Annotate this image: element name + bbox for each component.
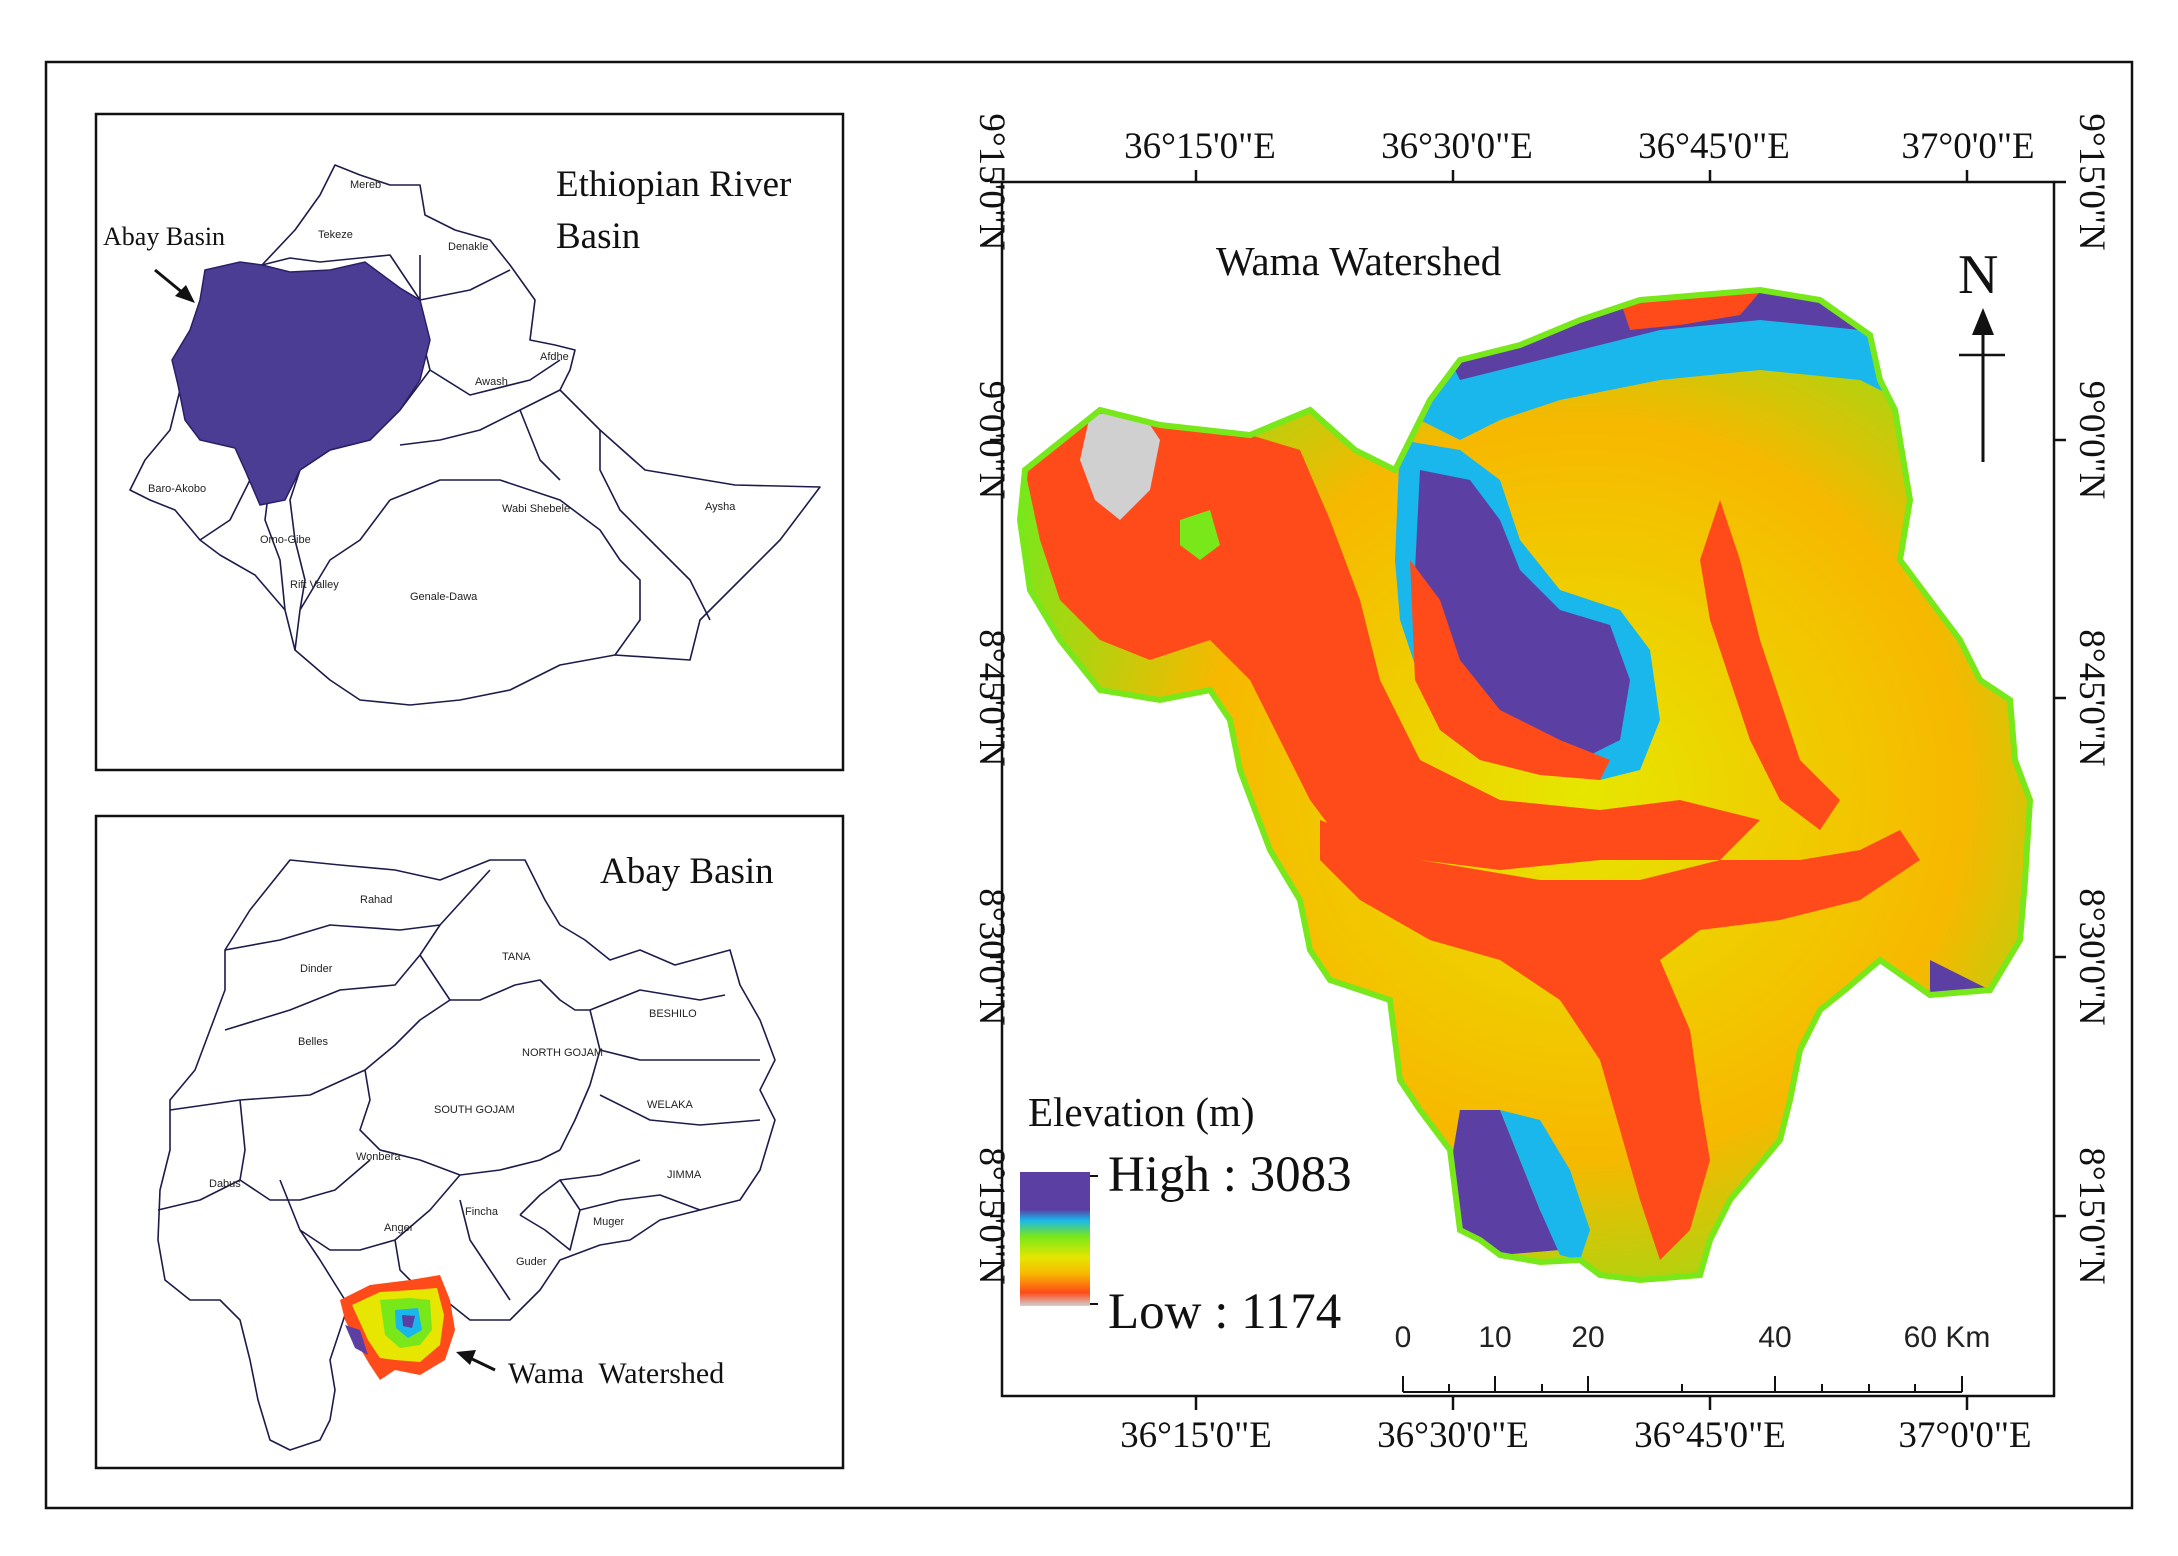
subbasin-label-north-gojam: NORTH GOJAM (522, 1047, 603, 1059)
ethiopia-basin-labels: Mereb Tekeze Denakle Afdhe Awash Baro-Ak… (148, 179, 736, 603)
scale-label-10: 10 (1478, 1321, 1511, 1354)
subbasin-label-rahad: Rahad (360, 894, 392, 906)
abay-subbasin-labels: Rahad Dinder TANA BESHILO NORTH GOJAM Be… (209, 894, 702, 1268)
subbasin-label-muger: Muger (593, 1216, 625, 1228)
lat-label-right-2: 9°0'0"N (2071, 381, 2112, 500)
lat-label-left-1: 9°15'0"N (971, 113, 1012, 250)
abay-map-title: Abay Basin (600, 851, 774, 892)
ethiopia-outline (129, 164, 821, 706)
basin-label-rift-valley: Rift Valley (290, 579, 339, 591)
abay-pointer-arrow (154, 268, 195, 303)
basin-label-awash: Awash (475, 376, 508, 388)
subbasin-label-guder: Guder (516, 1256, 547, 1268)
abay-wama-mini (340, 1275, 455, 1380)
lat-label-left-3: 8°45'0"N (971, 629, 1012, 766)
subbasin-label-welaka: WELAKA (647, 1099, 694, 1111)
legend-title: Elevation (m) (1028, 1089, 1255, 1135)
scale-label-20: 20 (1571, 1321, 1604, 1354)
lat-labels-left: 9°15'0"N 9°0'0"N 8°45'0"N 8°30'0"N 8°15'… (971, 113, 1012, 1284)
scale-label-40: 40 (1758, 1321, 1791, 1354)
basin-label-denakle: Denakle (448, 241, 488, 253)
subbasin-label-tana: TANA (502, 951, 531, 963)
subbasin-label-anger: Anger (384, 1222, 414, 1234)
lon-label-bottom-1: 36°15'0"E (1120, 1415, 1272, 1456)
subbasin-label-jimma: JIMMA (667, 1169, 702, 1181)
subbasin-label-dinder: Dinder (300, 963, 333, 975)
scale-label-0: 0 (1395, 1321, 1412, 1354)
lon-labels-bottom: 36°15'0"E 36°30'0"E 36°45'0"E 37°0'0"E (1120, 1415, 2031, 1456)
basin-label-baro-akobo: Baro-Akobo (148, 483, 206, 495)
lat-label-right-1: 9°15'0"N (2071, 113, 2112, 250)
lat-label-left-2: 9°0'0"N (971, 381, 1012, 500)
north-arrow: N (1958, 244, 2005, 462)
ethiopia-map-title-line1: Ethiopian River (556, 164, 791, 205)
abay-pointer-label: Abay Basin (103, 222, 225, 251)
lon-label-bottom-4: 37°0'0"E (1898, 1415, 2031, 1456)
wama-pointer-label: Wama Watershed (508, 1357, 724, 1390)
lon-label-top-3: 36°45'0"E (1638, 126, 1790, 167)
basin-label-tekeze: Tekeze (318, 229, 353, 241)
legend-color-ramp (1020, 1172, 1090, 1306)
lon-ticks-top (1194, 170, 1969, 182)
scale-label-60-km: 60 Km (1904, 1321, 1991, 1354)
abay-inset-frame (94, 814, 845, 1470)
abay-inset: Abay Basin Wama Watershed Rahad Dinder T… (94, 814, 845, 1470)
subbasin-label-wonbera: Wonbera (356, 1151, 401, 1163)
basin-label-mereb: Mereb (350, 179, 381, 191)
abay-basin-fill (171, 261, 431, 506)
basin-label-aysha: Aysha (705, 501, 736, 513)
lon-label-bottom-2: 36°30'0"E (1377, 1415, 1529, 1456)
subbasin-label-fincha: Fincha (465, 1206, 499, 1218)
basin-label-afdhe: Afdhe (540, 351, 569, 363)
watershed-outline (1016, 286, 2034, 1284)
basin-label-omo-gibe: Omo-Gibe (260, 534, 311, 546)
lon-label-top-2: 36°30'0"E (1381, 126, 1533, 167)
lat-label-right-3: 8°45'0"N (2071, 629, 2112, 766)
scale-bar: 0 10 20 40 60 Km (1395, 1321, 1991, 1393)
lat-label-right-5: 8°15'0"N (2071, 1147, 2112, 1284)
ethiopia-inset: Ethiopian River Basin Abay Basin Mereb T… (94, 112, 845, 772)
elevation-legend: Elevation (m) High : 3083 Low : 1174 (1020, 1089, 1352, 1340)
basin-label-wabi-shebele: Wabi Shebele (502, 503, 570, 515)
lon-label-top-1: 36°15'0"E (1124, 126, 1276, 167)
abay-subbasin-boundaries (157, 869, 761, 1301)
wama-pointer-arrow (456, 1350, 496, 1372)
subbasin-label-beshilo: BESHILO (649, 1008, 697, 1020)
lon-labels-top: 36°15'0"E 36°30'0"E 36°45'0"E 37°0'0"E (1124, 126, 2034, 167)
basin-label-genale-dawa: Genale-Dawa (410, 591, 478, 603)
lon-label-top-4: 37°0'0"E (1901, 126, 2034, 167)
lon-label-bottom-3: 36°45'0"E (1634, 1415, 1786, 1456)
main-map: Wama Watershed N 36°15'0"E 36°30'0"E 36°… (971, 113, 2112, 1456)
abay-basin-outline (157, 859, 776, 1451)
ethiopia-map-title-line2: Basin (556, 216, 640, 257)
lat-labels-right: 9°15'0"N 9°0'0"N 8°45'0"N 8°30'0"N 8°15'… (2071, 113, 2112, 1284)
main-map-title: Wama Watershed (1216, 238, 1501, 284)
legend-low-label: Low : 1174 (1108, 1284, 1341, 1340)
north-arrow-label: N (1958, 244, 1998, 306)
lat-ticks-left (990, 180, 1002, 1218)
lat-ticks-right (2054, 180, 2066, 1218)
lon-ticks-bottom (1194, 1396, 1969, 1410)
subbasin-label-belles: Belles (298, 1036, 328, 1048)
legend-high-label: High : 3083 (1108, 1147, 1352, 1203)
ethiopia-basin-boundaries (199, 254, 711, 656)
lat-label-left-4: 8°30'0"N (971, 888, 1012, 1025)
lat-label-left-5: 8°15'0"N (971, 1147, 1012, 1284)
lat-label-right-4: 8°30'0"N (2071, 888, 2112, 1025)
subbasin-label-dabus: Dabus (209, 1178, 241, 1190)
subbasin-label-south-gojam: SOUTH GOJAM (434, 1104, 515, 1116)
